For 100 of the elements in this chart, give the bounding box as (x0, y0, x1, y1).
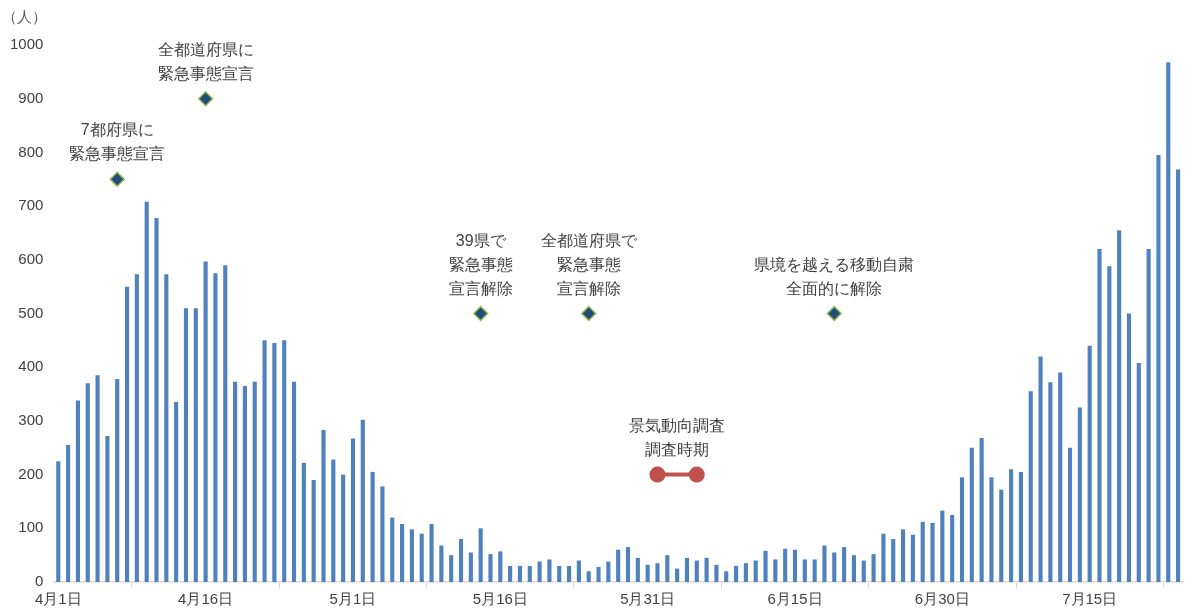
bar (233, 381, 238, 582)
bar (969, 447, 974, 582)
bar (1077, 407, 1082, 582)
bar (930, 522, 935, 582)
bar (527, 565, 532, 582)
bar (331, 459, 336, 582)
bar (1176, 169, 1181, 582)
bar (75, 400, 80, 582)
x-tick-label: 5月31日 (620, 590, 676, 608)
bar (223, 265, 228, 582)
bar (635, 557, 640, 582)
bar (822, 545, 827, 582)
bar (409, 529, 414, 582)
bar (714, 564, 719, 582)
bar (1126, 313, 1132, 582)
bar (792, 549, 798, 582)
bar (616, 549, 621, 582)
bar (665, 555, 670, 582)
bar (282, 340, 287, 582)
bar (871, 554, 876, 582)
bar (920, 521, 925, 582)
bar (252, 381, 257, 582)
bar (115, 379, 120, 582)
bar (449, 555, 454, 582)
bar (645, 564, 650, 582)
bar (66, 445, 71, 582)
bar (262, 340, 267, 582)
bar (350, 438, 356, 582)
bar (458, 539, 464, 582)
point (826, 305, 843, 322)
bar (950, 514, 955, 582)
bar (606, 561, 611, 582)
annotation: 景気動向調査調査時期 (629, 416, 726, 458)
bar (1087, 345, 1092, 582)
annotation: 39県で緊急事態宣言解除 (448, 231, 513, 297)
bar (734, 565, 739, 582)
bar (508, 565, 513, 582)
bar (301, 462, 306, 582)
bar (802, 559, 807, 582)
bar (675, 568, 680, 582)
bar (291, 381, 297, 582)
bar (1166, 62, 1171, 582)
bar (478, 528, 483, 582)
bar (242, 386, 247, 582)
y-tick-label: 400 (18, 357, 44, 375)
x-tick-label: 5月1日 (329, 590, 377, 608)
bar (1156, 155, 1161, 582)
bar (517, 565, 523, 582)
bar (1058, 372, 1063, 582)
bar (881, 533, 886, 582)
annotation: 7都府県に緊急事態宣言 (69, 121, 166, 163)
bar (694, 560, 699, 582)
point (109, 171, 125, 187)
bar (1117, 230, 1122, 582)
bar (940, 510, 945, 582)
bar (704, 557, 709, 582)
bar (124, 286, 130, 582)
annotation: 全都道府県に緊急事態宣言 (157, 40, 254, 82)
bar (321, 430, 326, 582)
bar (164, 274, 169, 582)
bar (989, 477, 994, 582)
bar (1107, 266, 1112, 582)
y-tick-label: 500 (18, 303, 44, 321)
y-tick-label: 600 (18, 249, 44, 267)
bar (900, 529, 906, 582)
bar (498, 551, 503, 582)
y-tick-label: 1000 (9, 35, 44, 53)
bar (537, 561, 542, 582)
y-tick-label: 300 (18, 411, 44, 429)
bar (851, 555, 856, 582)
x-tick-label: 4月1日 (34, 590, 82, 608)
bar (1018, 471, 1023, 582)
bar (842, 547, 847, 582)
bar (1009, 469, 1014, 582)
bar (861, 560, 866, 582)
x-tick-label: 4月16日 (178, 590, 234, 608)
bar (547, 559, 552, 582)
x-tick-label: 6月30日 (914, 590, 970, 608)
bar (1028, 391, 1033, 582)
bar (1136, 362, 1141, 582)
bar (743, 563, 748, 582)
bar (144, 201, 149, 582)
bar (56, 461, 61, 582)
bar (400, 524, 405, 582)
x-tick-label: 6月15日 (767, 590, 823, 608)
bar (812, 559, 817, 582)
bar (341, 474, 346, 582)
bar (272, 343, 277, 582)
point (472, 305, 489, 322)
bar (567, 565, 572, 582)
bar (419, 533, 424, 582)
bar (596, 566, 601, 582)
bar (576, 560, 581, 582)
point (688, 466, 705, 483)
bar (193, 308, 198, 582)
bar (1146, 249, 1151, 582)
bar (832, 552, 837, 582)
bar (1038, 356, 1043, 582)
bar (85, 383, 90, 582)
bar (999, 489, 1004, 582)
